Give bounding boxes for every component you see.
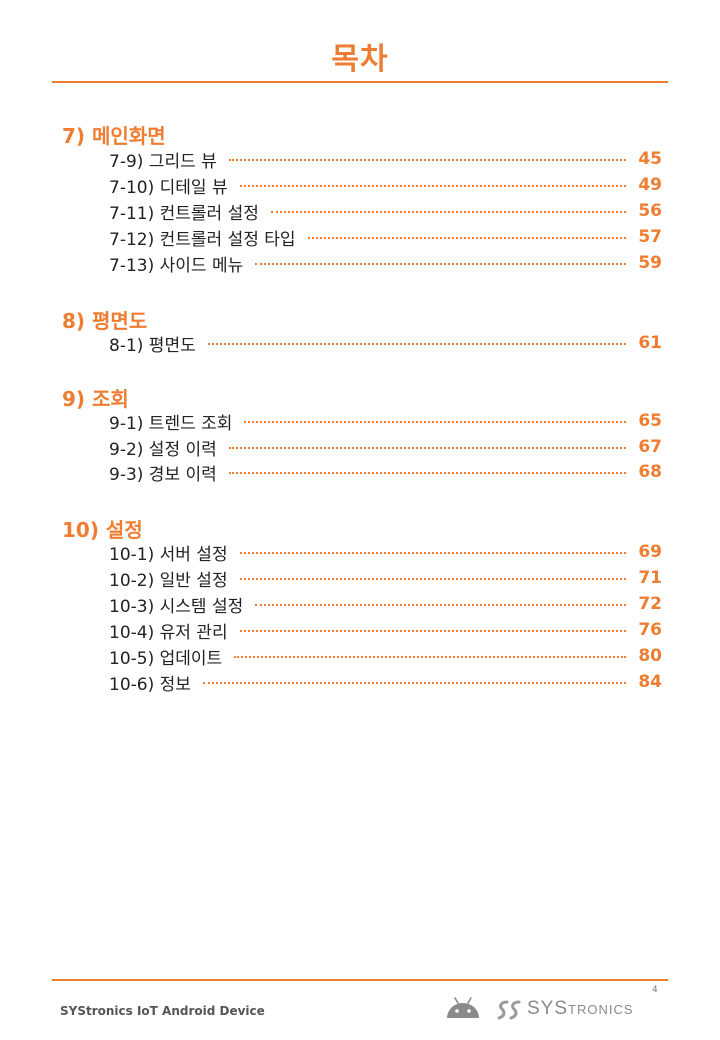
android-robot-icon [447, 997, 479, 1018]
toc-entry-page: 69 [638, 542, 662, 562]
dot-leader [207, 343, 626, 345]
page-number: 4 [652, 985, 658, 995]
dot-leader [270, 211, 626, 213]
toc-entry-label: 9-3) 경보 이력 [109, 464, 217, 485]
toc-entry-page: 71 [638, 568, 662, 588]
toc-entry[interactable]: 9-2) 설정 이력 67 [109, 435, 662, 460]
toc-entry-label: 7-9) 그리드 뷰 [109, 151, 217, 172]
dot-leader [239, 630, 626, 632]
toc-entry[interactable]: 9-3) 경보 이력 68 [109, 460, 662, 485]
toc-entry-page: 76 [638, 620, 662, 640]
page-title: 목차 [331, 42, 389, 77]
toc-entry-page: 56 [638, 201, 662, 221]
toc-entry[interactable]: 10-4) 유저 관리 76 [109, 618, 662, 643]
dot-leader [202, 682, 626, 684]
dot-leader [234, 656, 626, 658]
brand-wordmark-part1: SYS [527, 998, 569, 1019]
toc-entry-label: 10-3) 시스템 설정 [109, 596, 244, 617]
toc-entry-page: 67 [638, 437, 662, 457]
toc-entry-label: 10-1) 서버 설정 [109, 544, 228, 565]
toc-entry[interactable]: 10-1) 서버 설정 69 [109, 540, 662, 565]
systronics-logo-mark [497, 1000, 521, 1020]
toc-entry-page: 59 [638, 253, 662, 273]
brand-wordmark-part2: TRONICS [568, 1002, 634, 1017]
toc-entry-label: 8-1) 평면도 [109, 335, 196, 356]
toc-entry-page: 72 [638, 594, 662, 614]
toc-section-heading[interactable]: 7) 메인화면 [62, 124, 166, 148]
toc-entry[interactable]: 7-10) 디테일 뷰 49 [109, 173, 662, 198]
toc-entry-page: 61 [638, 333, 662, 353]
dot-leader [228, 447, 626, 449]
toc-entry-label: 7-11) 컨트롤러 설정 [109, 203, 259, 224]
toc-entry-label: 10-2) 일반 설정 [109, 570, 228, 591]
dot-leader [228, 472, 626, 474]
toc-entry-page: 57 [638, 227, 662, 247]
toc-entry[interactable]: 7-9) 그리드 뷰 45 [109, 147, 662, 172]
toc-entry-label: 7-13) 사이드 메뉴 [109, 255, 244, 276]
title-divider [52, 81, 668, 83]
toc-entry-page: 68 [638, 462, 662, 482]
toc-entry-page: 45 [638, 149, 662, 169]
toc-entry[interactable]: 9-1) 트렌드 조회 65 [109, 409, 662, 434]
dot-leader [228, 159, 626, 161]
toc-entry[interactable]: 10-5) 업데이트 80 [109, 644, 662, 669]
toc-entry-page: 65 [638, 411, 662, 431]
toc-entry[interactable]: 7-11) 컨트롤러 설정 56 [109, 199, 662, 224]
toc-entry[interactable]: 10-3) 시스템 설정 72 [109, 592, 662, 617]
toc-entry-label: 10-4) 유저 관리 [109, 622, 228, 643]
toc-entry-page: 49 [638, 175, 662, 195]
dot-leader [239, 552, 626, 554]
dot-leader [239, 185, 626, 187]
toc-section-heading[interactable]: 8) 평면도 [62, 309, 148, 333]
toc-entry-label: 7-12) 컨트롤러 설정 타입 [109, 229, 296, 250]
toc-section-heading[interactable]: 10) 설정 [62, 518, 143, 542]
toc-entry-page: 84 [638, 672, 662, 692]
toc-entry[interactable]: 10-6) 정보 84 [109, 670, 662, 695]
toc-entry-label: 10-6) 정보 [109, 674, 191, 695]
dot-leader [255, 263, 626, 265]
toc-entry[interactable]: 7-12) 컨트롤러 설정 타입 57 [109, 225, 662, 250]
toc-entry[interactable]: 8-1) 평면도 61 [109, 331, 662, 356]
footer-divider [52, 979, 668, 981]
dot-leader [244, 421, 626, 423]
dot-leader [307, 237, 626, 239]
footer-text: SYStronics IoT Android Device [60, 1004, 265, 1018]
toc-entry-label: 9-1) 트렌드 조회 [109, 413, 233, 434]
toc-entry-page: 80 [638, 646, 662, 666]
dot-leader [239, 578, 626, 580]
dot-leader [255, 604, 626, 606]
brand-wordmark: SYSTRONICS [527, 998, 634, 1020]
toc-section-heading[interactable]: 9) 조회 [62, 387, 129, 411]
toc-entry-label: 10-5) 업데이트 [109, 648, 223, 669]
toc-entry-label: 7-10) 디테일 뷰 [109, 177, 228, 198]
toc-entry[interactable]: 7-13) 사이드 메뉴 59 [109, 251, 662, 276]
toc-entry[interactable]: 10-2) 일반 설정 71 [109, 566, 662, 591]
toc-entry-label: 9-2) 설정 이력 [109, 439, 217, 460]
